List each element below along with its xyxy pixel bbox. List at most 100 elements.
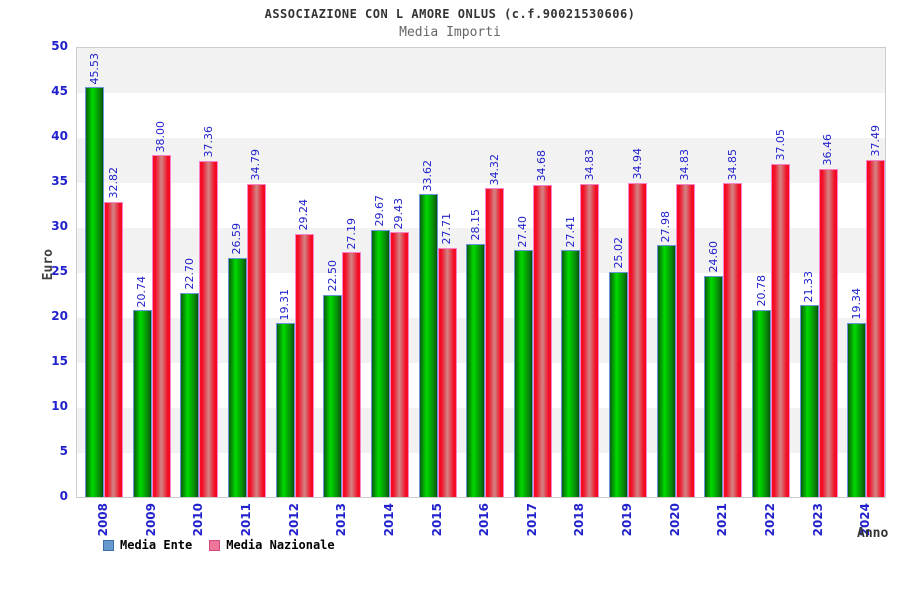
y-tick-50: 50 — [51, 39, 68, 53]
y-tick-40: 40 — [51, 129, 68, 143]
bar-media-nazionale-2018 — [580, 183, 599, 497]
bar-media-ente-2008 — [85, 87, 104, 497]
bar-media-nazionale-2014 — [390, 232, 409, 497]
bar-media-ente-2011 — [228, 257, 247, 497]
x-tick-2016: 2016 — [477, 503, 491, 537]
bar-media-ente-2010 — [180, 292, 199, 497]
bar-value-label-media-ente-2022: 20.78 — [755, 275, 768, 307]
bar-value-label-media-nazionale-2009: 38.00 — [154, 120, 167, 153]
bar-value-label-media-nazionale-2010: 37.36 — [202, 126, 215, 158]
y-tick-35: 35 — [51, 174, 68, 188]
x-axis-title: Anno — [857, 526, 889, 541]
legend-swatch-media-nazionale — [209, 539, 221, 551]
y-tick-25: 25 — [51, 264, 68, 278]
bar-value-label-media-nazionale-2012: 29.24 — [297, 199, 310, 231]
x-tick-2008: 2008 — [96, 503, 110, 537]
bar-media-ente-2020 — [657, 245, 676, 497]
bar-value-label-media-ente-2010: 22.70 — [183, 258, 196, 290]
bar-value-label-media-nazionale-2024: 37.49 — [869, 125, 882, 157]
x-tick-2014: 2014 — [382, 503, 396, 537]
bar-value-label-media-nazionale-2013: 27.19 — [345, 217, 358, 250]
bar-media-ente-2021 — [704, 275, 723, 497]
x-tick-2018: 2018 — [572, 503, 586, 537]
bar-value-label-media-ente-2023: 21.33 — [802, 270, 815, 303]
bar-value-label-media-ente-2014: 29.67 — [373, 195, 386, 227]
bar-media-ente-2019 — [609, 271, 628, 497]
x-tick-2009: 2009 — [144, 503, 158, 537]
y-axis-title: Euro — [41, 249, 56, 281]
bar-value-label-media-nazionale-2015: 27.71 — [440, 213, 453, 245]
bar-value-label-media-ente-2009: 20.74 — [135, 275, 148, 308]
bar-value-label-media-ente-2016: 28.15 — [469, 209, 482, 241]
chart-title: ASSOCIAZIONE CON L AMORE ONLUS (c.f.9002… — [264, 7, 636, 21]
bar-media-nazionale-2010 — [199, 160, 218, 497]
bar-value-label-media-ente-2017: 27.40 — [516, 215, 529, 248]
bar-value-label-media-nazionale-2022: 37.05 — [774, 129, 787, 161]
y-tick-5: 5 — [59, 444, 68, 458]
bar-media-nazionale-2008 — [104, 201, 123, 497]
bar-value-label-media-nazionale-2020: 34.83 — [678, 149, 691, 181]
legend: Media Ente Media Nazionale — [103, 538, 335, 552]
bar-media-nazionale-2017 — [533, 184, 552, 497]
bar-media-nazionale-2020 — [676, 183, 695, 497]
bar-value-label-media-nazionale-2016: 34.32 — [488, 153, 501, 186]
bar-media-nazionale-2024 — [866, 159, 885, 497]
x-tick-2022: 2022 — [763, 503, 777, 537]
x-tick-2011: 2011 — [239, 503, 253, 537]
x-tick-2021: 2021 — [715, 503, 729, 537]
bar-media-ente-2013 — [323, 294, 342, 497]
legend-label-media-nazionale: Media Nazionale — [226, 538, 335, 552]
chart-subtitle: Media Importi — [399, 25, 501, 40]
bar-media-ente-2016 — [466, 243, 485, 497]
bar-media-nazionale-2012 — [295, 233, 314, 497]
bar-media-ente-2022 — [752, 309, 771, 497]
bar-value-label-media-nazionale-2014: 29.43 — [392, 197, 405, 230]
bar-value-label-media-ente-2008: 45.53 — [88, 52, 101, 85]
x-tick-2017: 2017 — [525, 503, 539, 537]
bar-media-ente-2024 — [847, 322, 866, 497]
bar-media-nazionale-2019 — [628, 182, 647, 497]
x-tick-2012: 2012 — [287, 503, 301, 537]
legend-label-media-ente: Media Ente — [120, 538, 193, 552]
bar-value-label-media-nazionale-2018: 34.83 — [583, 149, 596, 181]
y-tick-20: 20 — [51, 309, 68, 323]
bar-value-label-media-nazionale-2008: 32.82 — [107, 167, 120, 199]
bar-value-label-media-ente-2018: 27.41 — [564, 215, 577, 248]
bar-media-nazionale-2009 — [152, 155, 171, 497]
bar-value-label-media-ente-2015: 33.62 — [421, 159, 434, 192]
bar-media-ente-2018 — [561, 250, 580, 497]
bar-media-ente-2009 — [133, 310, 152, 497]
bar-media-ente-2014 — [371, 229, 390, 497]
x-tick-2010: 2010 — [191, 503, 205, 537]
bar-media-ente-2012 — [276, 323, 295, 497]
bar-media-ente-2023 — [800, 305, 819, 497]
bar-media-nazionale-2016 — [485, 188, 504, 497]
y-tick-15: 15 — [51, 354, 68, 368]
x-tick-2013: 2013 — [334, 503, 348, 537]
bar-media-ente-2015 — [419, 194, 438, 497]
bar-value-label-media-ente-2013: 22.50 — [326, 260, 339, 292]
bar-value-label-media-nazionale-2023: 36.46 — [821, 134, 834, 166]
bar-media-nazionale-2022 — [771, 163, 790, 497]
x-tick-2015: 2015 — [430, 503, 444, 537]
bar-value-label-media-ente-2019: 25.02 — [612, 237, 625, 269]
bar-value-label-media-ente-2011: 26.59 — [230, 223, 243, 255]
bar-value-label-media-nazionale-2011: 34.79 — [249, 149, 262, 181]
bar-value-label-media-ente-2024: 19.34 — [850, 288, 863, 320]
bar-media-ente-2017 — [514, 250, 533, 497]
y-tick-10: 10 — [51, 399, 68, 413]
bar-media-nazionale-2013 — [342, 252, 361, 497]
bar-media-nazionale-2023 — [819, 168, 838, 497]
bar-value-label-media-ente-2012: 19.31 — [278, 288, 291, 321]
x-tick-2020: 2020 — [668, 503, 682, 537]
y-tick-30: 30 — [51, 219, 68, 233]
y-tick-0: 0 — [59, 489, 68, 503]
bar-media-nazionale-2021 — [723, 183, 742, 497]
bar-value-label-media-nazionale-2021: 34.85 — [726, 148, 739, 181]
bar-value-label-media-ente-2021: 24.60 — [707, 241, 720, 273]
x-tick-2019: 2019 — [620, 503, 634, 537]
bar-value-label-media-ente-2020: 27.98 — [659, 210, 672, 243]
y-tick-45: 45 — [51, 84, 68, 98]
bar-value-label-media-nazionale-2019: 34.94 — [631, 148, 644, 180]
